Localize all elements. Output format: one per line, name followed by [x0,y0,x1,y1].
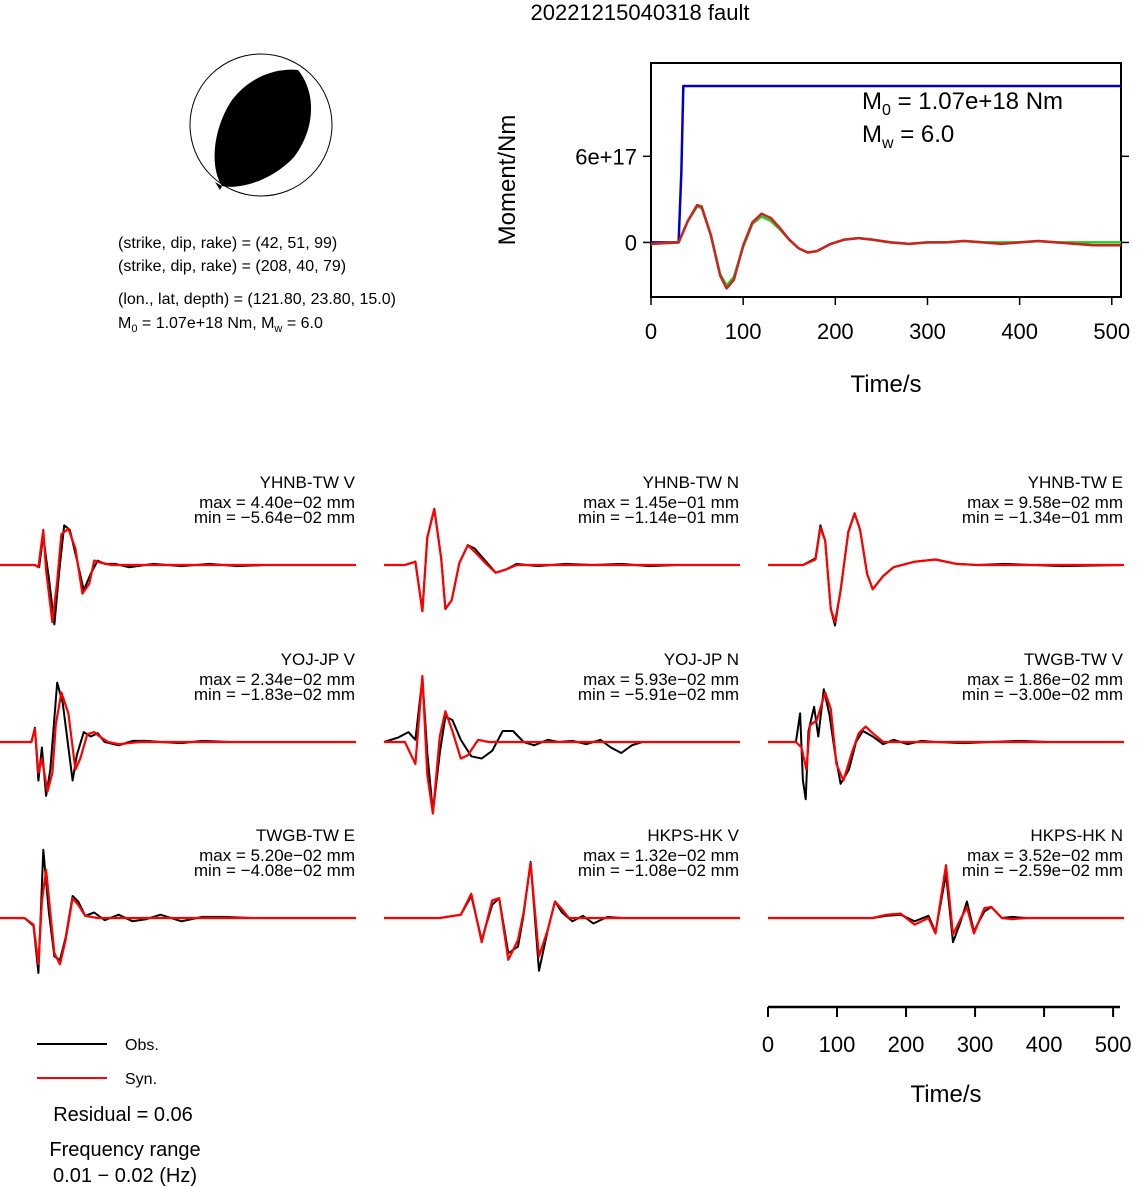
moment-rate-line-red [650,203,1121,290]
synthetic-waveform [768,864,1124,936]
min-label: min = −3.00e−02 mm [962,685,1123,704]
waveform-xlabel: Time/s [910,1081,981,1108]
station-label: YOJ-JP N [664,650,739,669]
max-label: max = 5.93e−02 mm [583,670,739,689]
moment-ylabel: Moment/Nm [494,115,521,246]
max-label: max = 5.20e−02 mm [199,846,355,865]
time-axis-tick-label: 500 [1095,1032,1132,1057]
max-label: max = 1.45e−01 mm [583,493,739,512]
frequency-title: Frequency range [49,1139,200,1161]
min-label: min = −1.83e−02 mm [194,685,355,704]
moment-m0-annotation: M0 = 1.07e+18 Nm [862,88,1063,119]
moment-xtick-label: 500 [1093,319,1130,344]
max-label: max = 4.40e−02 mm [199,493,355,512]
time-axis-tick-label: 0 [762,1032,774,1057]
max-label: max = 9.58e−02 mm [967,493,1123,512]
station-label: TWGB-TW V [1024,650,1124,669]
station-label: YHNB-TW V [260,473,356,492]
moment-xtick-label: 400 [1001,319,1038,344]
moment-series-lines [650,84,1121,290]
max-label: max = 2.34e−02 mm [199,670,355,689]
moment-xtick-label: 100 [725,319,762,344]
time-axis-tick-label: 400 [1026,1032,1063,1057]
max-label: max = 1.86e−02 mm [967,670,1123,689]
moment-xtick-label: 200 [817,319,854,344]
figure-title: 20221215040318 fault [531,0,750,25]
observed-waveform [768,873,1124,944]
max-label: max = 3.52e−02 mm [967,846,1123,865]
beachball-compressional-lobe [214,69,312,187]
station-label: YHNB-TW E [1028,473,1123,492]
station-label: YOJ-JP V [281,650,356,669]
moment-mw-annotation: Mw = 6.0 [862,121,954,152]
focal-mechanism-beachball [189,53,333,197]
min-label: min = −1.34e−01 mm [962,508,1123,527]
frequency-range: 0.01 − 0.02 (Hz) [53,1165,197,1186]
legend-obs-label: Obs. [125,1037,159,1054]
station-label: HKPS-HK V [647,826,739,845]
residual-label: Residual = 0.06 [53,1104,193,1126]
min-label: min = −2.59e−02 mm [962,861,1123,880]
min-label: min = −5.91e−02 mm [578,685,739,704]
moment-axes: 0 100 200 300 400 500 0 6e+17 [575,144,1130,344]
moment-label: M0 = 1.07e+18 Nm, Mw = 6.0 [118,315,323,335]
moment-xtick-label: 0 [645,319,657,344]
min-label: min = −1.08e−02 mm [578,861,739,880]
synthetic-waveform [0,868,356,966]
time-axis-tick-label: 200 [888,1032,925,1057]
station-label: TWGB-TW E [256,826,355,845]
synthetic-waveform [384,674,740,815]
synthetic-waveform [768,691,1124,782]
plane1-label: (strike, dip, rake) = (42, 51, 99) [118,235,337,252]
min-label: min = −4.08e−02 mm [194,861,355,880]
time-axis-tick-label: 300 [957,1032,994,1057]
moment-xtick-label: 300 [909,319,946,344]
max-label: max = 1.32e−02 mm [583,846,739,865]
mechanism-text: (strike, dip, rake) = (42, 51, 99) (stri… [118,235,396,335]
legend-syn-label: Syn. [125,1071,157,1088]
station-label: YHNB-TW N [643,473,739,492]
location-label: (lon., lat, depth) = (121.80, 23.80, 15.… [118,291,396,308]
moment-rate-line-green [650,205,1121,287]
moment-xlabel: Time/s [850,371,921,398]
min-label: min = −5.64e−02 mm [194,508,355,527]
legend: Obs. Syn. [37,1037,159,1088]
plane2-label: (strike, dip, rake) = (208, 40, 79) [118,258,346,275]
time-axis-tick-label: 100 [819,1032,856,1057]
moment-plot-frame [650,62,1122,298]
moment-ytick-label: 6e+17 [575,144,637,169]
min-label: min = −1.14e−01 mm [578,508,739,527]
synthetic-waveform [768,512,1124,624]
synthetic-waveform [384,861,740,961]
waveform-time-axis: 0 100 200 300 400 500 [762,1005,1132,1057]
synthetic-waveform [0,527,356,624]
moment-ytick-label: 0 [625,230,637,255]
synthetic-waveform [0,691,356,793]
synthetic-waveform [384,507,740,613]
station-label: HKPS-HK N [1030,826,1123,845]
